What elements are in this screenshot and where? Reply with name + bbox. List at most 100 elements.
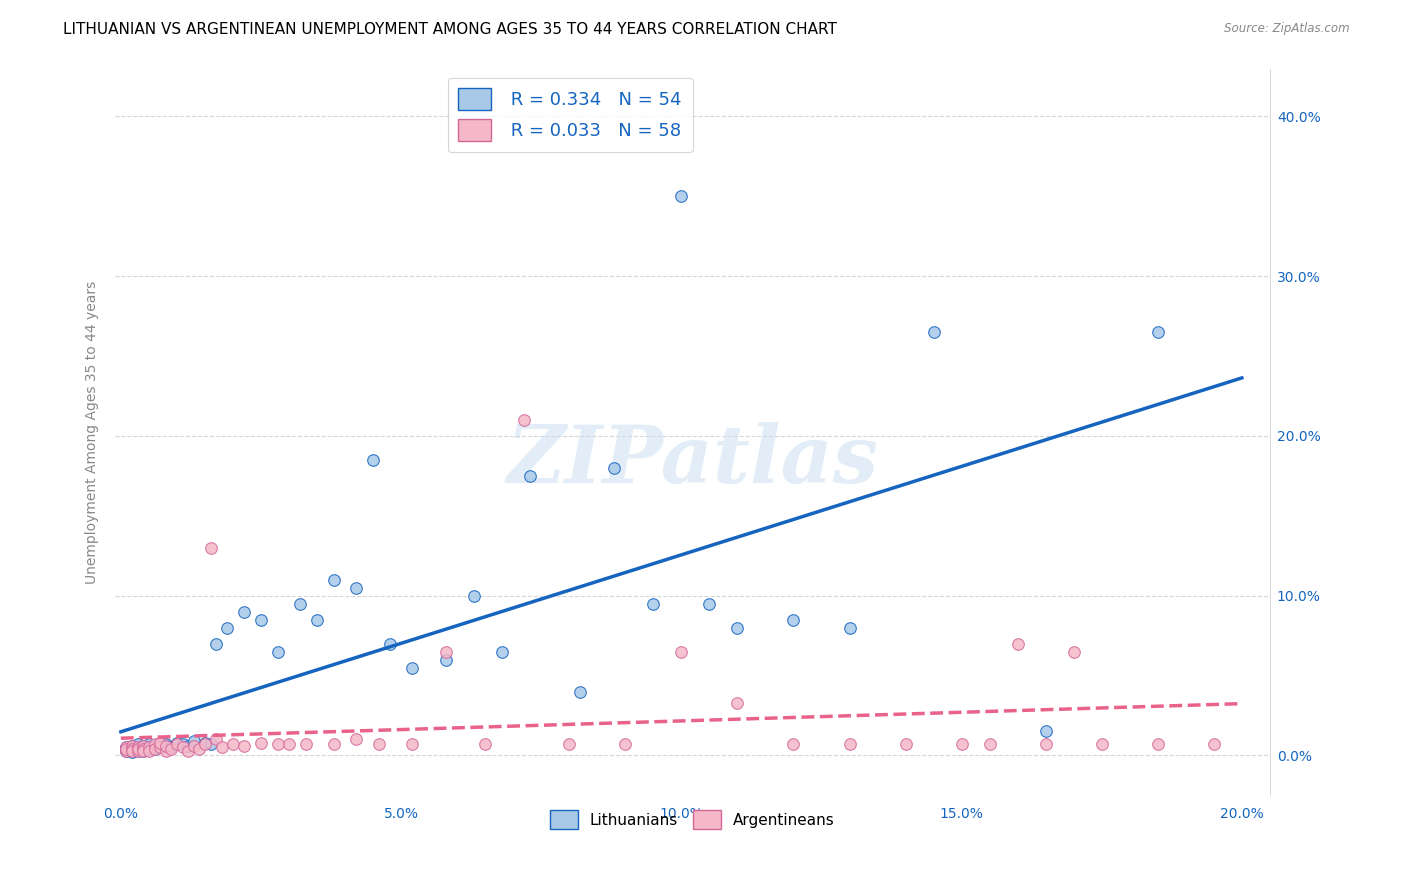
Point (127, 737, 149, 751)
Point (121, 742, 143, 756)
Point (217, 621, 239, 635)
Point (138, 744, 160, 758)
Point (194, 736, 217, 750)
Point (200, 541, 222, 555)
Point (558, 737, 581, 751)
Point (200, 737, 222, 751)
Point (979, 737, 1001, 751)
Point (138, 742, 160, 756)
Point (491, 645, 513, 659)
Point (643, 597, 665, 611)
Point (211, 740, 233, 755)
Point (361, 453, 384, 467)
Point (267, 737, 290, 751)
Point (838, 621, 860, 635)
Point (172, 740, 194, 755)
Point (725, 621, 748, 635)
Point (143, 742, 166, 756)
Point (1035, 737, 1057, 751)
Point (149, 740, 172, 755)
Point (894, 737, 917, 751)
Point (322, 737, 344, 751)
Point (950, 737, 973, 751)
Point (699, 597, 721, 611)
Point (121, 739, 143, 753)
Point (160, 742, 183, 756)
Point (434, 652, 457, 666)
Point (132, 744, 155, 758)
Point (1035, 724, 1057, 739)
Point (121, 744, 143, 758)
Point (143, 737, 166, 751)
Point (1146, 737, 1168, 751)
Legend: Lithuanians, Argentineans: Lithuanians, Argentineans (544, 805, 841, 835)
Point (143, 739, 166, 753)
Point (671, 645, 693, 659)
Point (1202, 737, 1225, 751)
Point (115, 740, 138, 755)
Point (513, 413, 536, 427)
Point (250, 613, 273, 627)
Point (183, 734, 205, 748)
Point (149, 740, 172, 755)
Point (177, 739, 200, 753)
Point (127, 742, 149, 756)
Point (344, 581, 367, 595)
Text: Source: ZipAtlas.com: Source: ZipAtlas.com (1225, 22, 1350, 36)
Point (782, 737, 804, 751)
Point (233, 739, 256, 753)
Point (205, 637, 228, 651)
Point (250, 736, 273, 750)
Point (378, 637, 401, 651)
Point (121, 745, 143, 759)
Point (344, 732, 367, 747)
Point (143, 742, 166, 756)
Point (519, 469, 541, 483)
Point (322, 573, 344, 587)
Point (922, 325, 945, 339)
Point (603, 461, 626, 475)
Point (1063, 645, 1085, 659)
Point (614, 737, 637, 751)
Point (132, 739, 155, 753)
Point (127, 744, 149, 758)
Point (138, 737, 160, 751)
Point (267, 645, 290, 659)
Point (367, 737, 389, 751)
Point (401, 660, 423, 674)
Point (115, 744, 138, 758)
Point (233, 605, 256, 619)
Point (474, 737, 496, 751)
Point (1091, 737, 1114, 751)
Point (138, 740, 160, 755)
Point (188, 742, 211, 756)
Point (132, 744, 155, 758)
Point (132, 739, 155, 753)
Point (155, 737, 177, 751)
Point (205, 732, 228, 747)
Point (671, 189, 693, 203)
Point (183, 739, 205, 753)
Point (149, 736, 172, 750)
Point (115, 742, 138, 756)
Point (132, 742, 155, 756)
Point (401, 737, 423, 751)
Point (434, 645, 457, 659)
Point (172, 737, 194, 751)
Point (155, 744, 177, 758)
Point (295, 737, 318, 751)
Text: ZIPatlas: ZIPatlas (506, 422, 879, 500)
Point (569, 684, 592, 698)
Point (121, 739, 143, 753)
Point (149, 736, 172, 750)
Point (222, 737, 245, 751)
Text: LITHUANIAN VS ARGENTINEAN UNEMPLOYMENT AMONG AGES 35 TO 44 YEARS CORRELATION CHA: LITHUANIAN VS ARGENTINEAN UNEMPLOYMENT A… (63, 22, 837, 37)
Point (290, 597, 312, 611)
Point (1146, 325, 1168, 339)
Point (127, 740, 149, 755)
Point (305, 613, 328, 627)
Point (177, 744, 200, 758)
Point (782, 613, 804, 627)
Point (127, 744, 149, 758)
Point (838, 737, 860, 751)
